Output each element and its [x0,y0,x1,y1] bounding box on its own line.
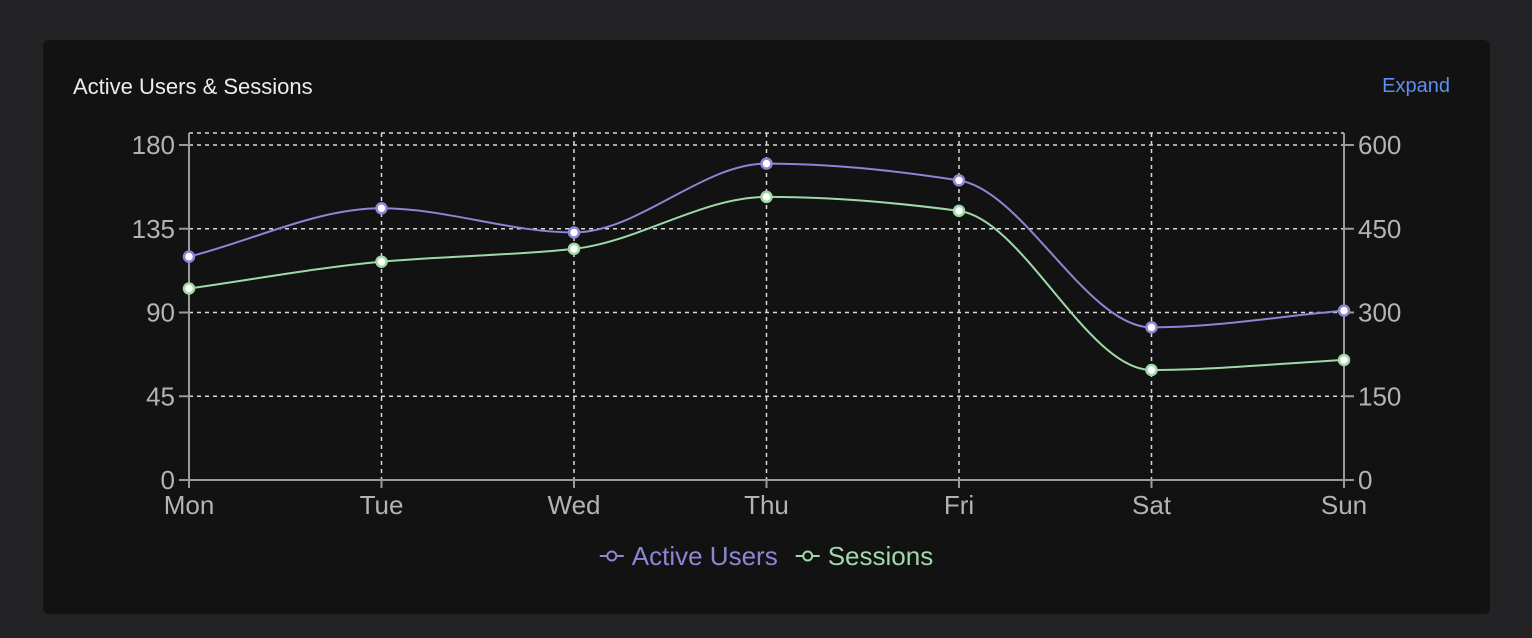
data-point [375,202,388,215]
data-point [375,255,388,268]
chart-card: Active Users & Sessions Expand 0 45 90 135 1… [43,40,1490,614]
legend-marker-dot [802,550,814,562]
y-left-tick-label: 0 [161,465,175,495]
series-1 [182,190,1351,377]
card-header: Active Users & Sessions Expand [73,70,1450,110]
x-tick-label: Fri [944,490,974,520]
data-point [1145,321,1158,334]
data-point [952,174,966,187]
y-left-tick-label: 45 [146,381,175,411]
y-right-tick-label: 300 [1358,298,1401,328]
data-point [1145,363,1158,377]
data-point [760,157,773,170]
legend-marker-dot [606,550,618,562]
data-point [1337,304,1351,317]
x-tick-label: Sun [1321,490,1367,520]
line-chart: 0 45 90 135 180 0 150 300 450 600 Mon Tue Wed Thu Fri S… [132,130,1402,571]
y-left-tick-label: 135 [132,214,175,244]
x-tick-label: Tue [360,490,404,520]
y-right-tick-label: 0 [1358,465,1372,495]
y-left-tick-label: 90 [146,298,175,328]
y-right-tick-label: 600 [1358,130,1401,160]
data-point [567,226,581,239]
expand-button[interactable]: Expand [1382,75,1450,97]
legend-item-0: Active Users [599,541,778,571]
data-point [567,242,581,256]
y-right-tick-label: 450 [1358,214,1401,244]
data-point [760,190,773,204]
series [182,157,1351,377]
grid [189,132,1344,480]
axes: 0 45 90 135 180 0 150 300 450 600 Mon Tue Wed Thu Fri S… [132,130,1402,520]
x-tick-label: Sat [1132,490,1172,520]
legend-label: Active Users [632,541,778,571]
x-tick-label: Thu [744,490,789,520]
y-left-tick-label: 180 [132,130,175,160]
x-tick-label: Wed [548,490,601,520]
y-right-tick-label: 150 [1358,381,1401,411]
data-point [182,250,196,263]
data-point [182,282,196,295]
data-point [1337,353,1351,367]
card-title: Active Users & Sessions [73,74,313,99]
x-tick-label: Mon [164,490,215,520]
series-0 [182,157,1351,334]
legend: Active Users Sessions [599,541,934,571]
legend-label: Sessions [828,541,934,571]
data-point [952,204,966,218]
legend-item-1: Sessions [795,541,934,571]
